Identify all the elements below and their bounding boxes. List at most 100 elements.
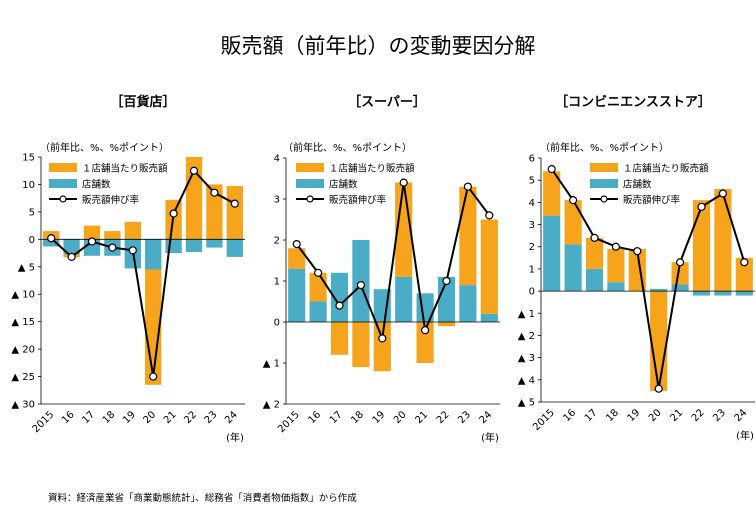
bar-stores [459,285,477,322]
x-tick-label: 23 [203,409,220,426]
bar-stores [543,215,561,292]
growth-line [50,168,236,377]
x-tick-label: 2015 [276,409,302,435]
growth-point [547,164,556,174]
panel-title: ［コンビニエンスストア］ [555,94,711,110]
bar-stores [671,284,689,292]
bar-stores [288,268,306,322]
growth-point [378,334,387,343]
x-tick-label: 19 [371,409,388,426]
bar-store-sales [373,322,391,372]
bar-stores [480,313,498,322]
y-tick-label: ▲ 1 [518,309,535,320]
bar-stores [585,268,604,292]
growth-point [718,189,728,198]
bar-store-sales [585,237,604,269]
growth-point [108,243,117,252]
growth-point [740,258,749,267]
bar-stores [735,291,753,296]
y-tick-label: 3 [274,195,280,206]
legend-swatch-stores [296,179,324,188]
legend-swatch-stores [590,179,618,188]
bar-stores [43,239,60,247]
bar-store-sales [288,248,306,269]
x-tick-label: 23 [456,409,473,426]
growth-line [550,168,746,389]
legend-swatch-marker [600,195,608,203]
growth-point [230,199,239,208]
x-unit-label: (年) [736,429,754,442]
x-tick-label: 17 [328,409,345,426]
growth-point [87,237,97,246]
legend-swatch-store-sales [590,163,618,172]
growth-point [128,246,137,255]
legend-label: １店舗当たり販売額 [623,163,709,175]
growth-point [675,258,685,267]
y-tick-label: 4 [529,198,535,209]
y-tick-label: 1 [274,277,280,288]
y-tick-label: ▲ 20 [11,345,35,356]
bar-store-sales [543,171,561,216]
bar-stores [714,291,732,296]
x-tick-label: 2015 [31,409,57,435]
growth-point [356,281,365,290]
bar-stores [226,239,243,257]
x-tick-label: 20 [142,409,159,426]
y-tick-label: 2 [529,242,535,253]
legend-label: 販売額伸び率 [623,194,681,206]
bar-store-sales [352,322,370,368]
x-tick-label: 21 [668,407,685,424]
growth-point [654,384,663,393]
x-tick-label: 20 [392,409,409,426]
y-tick-label: 0 [29,235,35,246]
x-tick-label: 22 [435,409,452,426]
bar-store-sales [692,200,711,292]
y-tick-label: 5 [529,176,535,187]
bar-stores [309,301,327,322]
legend-label: １店舗当たり販売額 [329,163,415,175]
growth-point [590,233,599,242]
legend-swatch-stores [49,179,77,188]
bar-stores [63,239,80,255]
unit-label: （前年比、%、%ポイント） [283,141,412,154]
bar-store-sales [735,257,753,292]
y-tick-label: ▲ 10 [11,290,35,301]
y-tick-label: 6 [529,154,535,165]
x-tick-label: 21 [162,409,179,426]
legend-label: 販売額伸び率 [82,194,140,206]
bar-store-sales [714,189,732,292]
growth-point [67,252,76,261]
source-note: 資料：経済産業省「商業動態統計」、総務省「消費者物価指数」から作成 [48,493,357,504]
growth-point [611,242,621,251]
legend-swatch-marker [306,195,314,203]
growth-point [47,234,56,243]
x-tick-label: 17 [80,409,97,426]
growth-point [568,196,578,205]
x-tick-label: 22 [690,407,707,424]
x-tick-label: 17 [583,407,600,424]
bar-stores [395,276,413,322]
y-tick-label: ▲ 5 [18,262,35,273]
unit-label: （前年比、%、%ポイント） [540,141,669,154]
bar-stores [692,291,711,296]
bar-stores [352,240,370,322]
legend-label: 店舗数 [623,179,652,191]
y-tick-label: ▲ 25 [11,372,35,383]
y-tick-label: ▲ 1 [263,359,280,370]
y-tick-label: ▲ 2 [263,400,280,411]
legend-swatch-store-sales [49,163,77,172]
x-tick-label: 18 [349,409,366,426]
x-tick-label: 21 [413,409,430,426]
y-tick-label: 4 [274,154,280,165]
growth-point [697,202,706,211]
x-tick-label: 18 [101,409,118,426]
legend-label: １店舗当たり販売額 [82,163,168,175]
legend-label: 店舗数 [329,179,358,191]
growth-point [292,240,301,249]
bar-store-sales [104,231,121,240]
bar-store-sales [459,186,477,286]
growth-point [633,247,642,256]
bar-store-sales [226,186,243,240]
legend-label: 店舗数 [82,179,111,191]
